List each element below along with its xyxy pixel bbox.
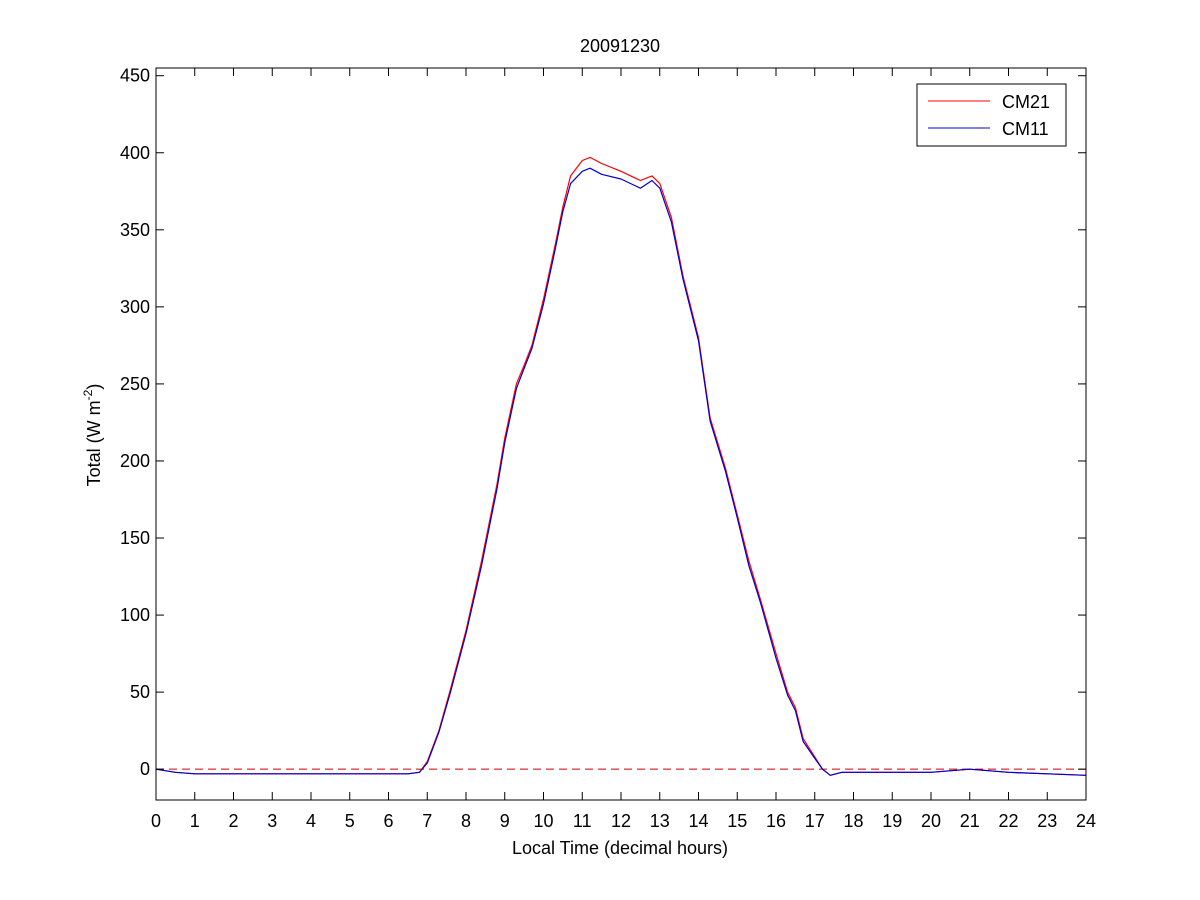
x-tick-label: 17: [805, 811, 825, 831]
y-tick-label: 100: [120, 605, 150, 625]
y-tick-label: 350: [120, 220, 150, 240]
y-axis-label-superscript: -2: [81, 389, 95, 400]
y-tick-label: 150: [120, 528, 150, 548]
y-axis-label: Total (W m-2): [81, 384, 104, 487]
plot-area: [155, 156, 1087, 776]
x-tick-label: 4: [306, 811, 316, 831]
x-tick-label: 13: [650, 811, 670, 831]
y-tick-label: 0: [140, 759, 150, 779]
x-tick-label: 14: [688, 811, 708, 831]
x-tick-label: 2: [228, 811, 238, 831]
x-tick-label: 9: [500, 811, 510, 831]
axis-ticks: 0 1 2 3 4 5 6 7 8 9 10 11 12 13 14 15 16 17 18 19 20 21 22 23 24…: [120, 66, 1096, 831]
x-tick-label: 6: [383, 811, 393, 831]
legend-box: [916, 83, 1067, 147]
x-tick-label: 5: [345, 811, 355, 831]
x-tick-label: 0: [151, 811, 161, 831]
x-tick-label: 15: [727, 811, 747, 831]
y-tick-label: 250: [120, 374, 150, 394]
y-axis-label-close: ): [84, 384, 104, 390]
y-axis-label-main: Total (W m: [84, 400, 104, 486]
legend-label-cm11: CM11: [1002, 119, 1049, 139]
x-tick-label: 7: [422, 811, 432, 831]
y-tick-label: 400: [120, 143, 150, 163]
series-line-cm21: [155, 156, 1087, 776]
legend-label-cm21: CM21: [1002, 92, 1050, 112]
chart-title: 20091230: [580, 36, 660, 56]
plot-frame: [155, 67, 1087, 801]
x-tick-label: 11: [573, 811, 592, 831]
x-axis-label: Local Time (decimal hours): [512, 838, 728, 858]
y-tick-label: 50: [130, 682, 150, 702]
y-tick-label: 200: [120, 451, 150, 471]
x-tick-label: 3: [267, 811, 277, 831]
x-tick-label: 19: [882, 811, 902, 831]
x-tick-label: 24: [1076, 811, 1096, 831]
series-line-cm11: [155, 167, 1087, 776]
x-tick-label: 16: [766, 811, 786, 831]
legend: CM21 CM11: [916, 83, 1067, 147]
x-tick-label: 12: [611, 811, 631, 831]
y-tick-label: 450: [120, 66, 150, 86]
y-tick-label: 300: [120, 297, 150, 317]
x-tick-label: 8: [461, 811, 471, 831]
x-tick-label: 10: [533, 811, 553, 831]
x-tick-label: 21: [960, 811, 980, 831]
x-tick-label: 20: [921, 811, 941, 831]
x-tick-label: 22: [998, 811, 1018, 831]
x-tick-label: 18: [843, 811, 863, 831]
x-tick-label: 1: [190, 811, 200, 831]
x-tick-label: 23: [1037, 811, 1057, 831]
